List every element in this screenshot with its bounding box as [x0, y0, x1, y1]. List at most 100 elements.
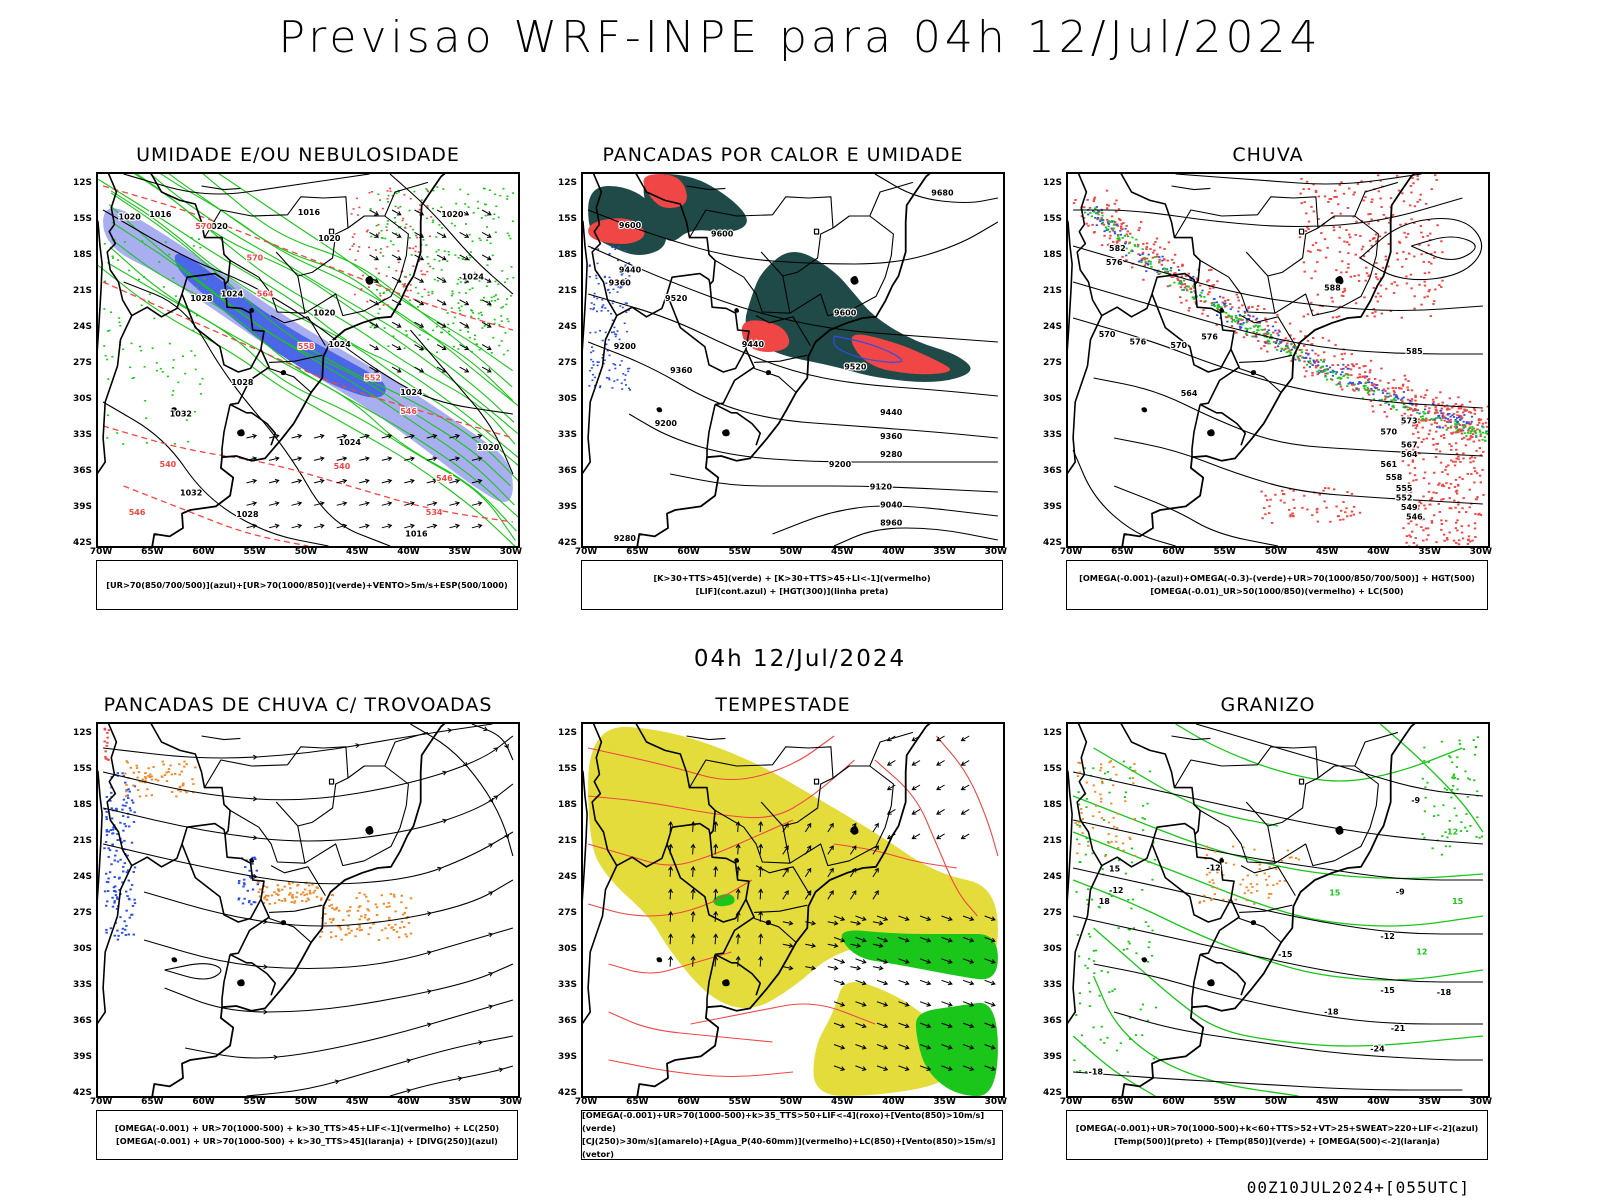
temp850-contour-fragment	[1108, 791, 1111, 794]
k-tts-orange-speck	[380, 929, 384, 932]
k-tts-orange-speck	[162, 763, 165, 766]
omega-ur50-red-speck	[1116, 241, 1119, 244]
omega-ur50-red-speck	[1380, 367, 1383, 370]
omega-ur50-red-speck	[1173, 253, 1177, 256]
streamline-arrowhead	[457, 1076, 463, 1082]
country-border	[666, 843, 747, 923]
thickness-speck	[382, 298, 385, 301]
wind850-vector	[690, 888, 696, 900]
state-border	[1239, 354, 1293, 363]
legend-line-2: [CJ(250)>30m/s](amarelo)+[Agua_P(40-60mm…	[582, 1136, 996, 1159]
rh-green-speck	[473, 277, 476, 280]
temp850-contour-fragment	[1122, 948, 1125, 951]
omega500-orange-speck	[1272, 884, 1275, 887]
omega-green-speck	[1143, 257, 1146, 259]
divergence-speck	[121, 772, 124, 775]
wind-vector	[246, 501, 258, 507]
lon-tick-label: 60W	[192, 547, 215, 557]
omega-ur50-red-speck	[1425, 437, 1428, 440]
k-tts-orange-speck	[141, 778, 144, 781]
divergence-speck	[123, 822, 126, 825]
omega-ur50-red-speck	[1241, 318, 1244, 321]
omega-ur50-red-speck	[1334, 189, 1337, 192]
omega-ur50-red-speck	[1435, 179, 1438, 181]
temp850-contour-fragment	[1128, 928, 1131, 931]
lake-mark	[365, 826, 374, 835]
rh-low-contour	[111, 238, 518, 518]
lat-tick-label: 42S	[557, 538, 577, 548]
rh-green-speck	[196, 286, 199, 289]
rh-green-speck	[476, 200, 479, 203]
temp850-contour-fragment	[1079, 1070, 1082, 1072]
contour-label: 576	[1201, 333, 1218, 342]
thickness-speck	[406, 289, 409, 292]
thickness-speck	[382, 304, 385, 306]
k-tts-orange-speck	[349, 906, 352, 908]
rh-green-speck	[103, 308, 106, 310]
divergence-speck	[118, 876, 121, 879]
country-border	[98, 865, 133, 1024]
lat-tick-label: 21S	[557, 836, 577, 846]
rh-green-speck	[479, 299, 482, 302]
wind-vector	[381, 523, 393, 529]
omega-blue-speck	[1237, 320, 1240, 323]
omega-ur50-red-speck	[1486, 418, 1488, 421]
contour-label: 564	[1181, 389, 1198, 398]
lif-blue-speck	[605, 377, 608, 379]
omega-blue-speck	[1213, 298, 1216, 300]
omega-ur50-red-speck	[1474, 470, 1477, 473]
lif-blue-speck	[626, 330, 629, 333]
omega-ur50-red-speck	[1440, 498, 1443, 501]
legend-box: [OMEGA(-0.001)+UR>70(1000-500)+k>35_TTS>…	[581, 1110, 1003, 1160]
country-border	[221, 404, 231, 458]
k-tts-orange-speck	[348, 932, 351, 935]
omega-green-speck	[1357, 389, 1360, 392]
omega-ur50-red-speck	[1443, 539, 1446, 542]
thickness-speck	[361, 274, 364, 277]
omega500-orange-speck	[1210, 899, 1213, 902]
omega-ur50-red-speck	[1470, 473, 1473, 476]
lat-tick-label: 27S	[1042, 358, 1062, 368]
divergence-speck	[105, 818, 108, 821]
omega-ur50-red-speck	[1305, 180, 1309, 183]
omega-blue-speck	[1467, 422, 1470, 425]
hgt300-contour	[669, 473, 998, 493]
omega-ur50-red-speck	[1335, 195, 1338, 198]
temp850-contour-fragment	[1103, 1042, 1106, 1044]
divergence-speck	[103, 890, 107, 893]
omega-ur50-red-speck	[1317, 218, 1320, 221]
omega-green-speck	[1339, 383, 1342, 386]
k-tts-orange-speck	[263, 897, 266, 900]
rh-green-speck	[162, 286, 165, 288]
omega-green-speck	[1150, 266, 1153, 268]
omega-ur50-red-speck	[1410, 520, 1413, 523]
lon-tick-label: 45W	[830, 547, 854, 557]
omega-ur50-red-speck	[1398, 241, 1402, 244]
lon-tick-label: 60W	[677, 1097, 700, 1107]
omega-ur50-red-speck	[1143, 264, 1146, 267]
omega-blue-speck	[1192, 275, 1195, 278]
country-border	[714, 898, 755, 956]
lat-tick-label: 36S	[72, 1016, 92, 1026]
omega-ur50-red-speck	[1330, 296, 1333, 299]
omega-ur50-red-speck	[1183, 286, 1187, 289]
omega-ur50-red-speck	[1344, 366, 1348, 368]
omega-ur50-red-speck	[1316, 507, 1319, 510]
omega-blue-speck	[1385, 401, 1388, 404]
lif-blue-speck	[617, 246, 620, 248]
rh-green-speck	[426, 189, 429, 192]
k-tts-orange-speck	[306, 897, 310, 900]
divergence-speck	[131, 913, 134, 916]
k-tts-orange-speck	[355, 897, 358, 900]
omega-ur50-red-speck	[1323, 351, 1326, 354]
rh-green-speck	[474, 334, 476, 337]
rh-green-speck	[493, 213, 496, 215]
west-coastline	[583, 219, 588, 352]
omega-ur50-red-speck	[1459, 430, 1463, 433]
lat-tick-label: 15S	[557, 764, 577, 774]
wind-vector	[313, 501, 325, 507]
k-tts-orange-speck	[291, 896, 294, 898]
streamline	[102, 783, 514, 842]
rh-green-speck	[199, 383, 202, 385]
omega-ur50-red-speck	[1468, 400, 1472, 403]
